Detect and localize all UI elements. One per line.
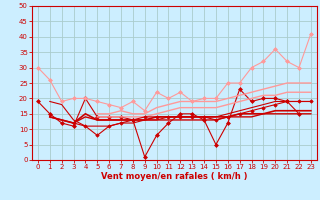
X-axis label: Vent moyen/en rafales ( km/h ): Vent moyen/en rafales ( km/h ) xyxy=(101,172,248,181)
